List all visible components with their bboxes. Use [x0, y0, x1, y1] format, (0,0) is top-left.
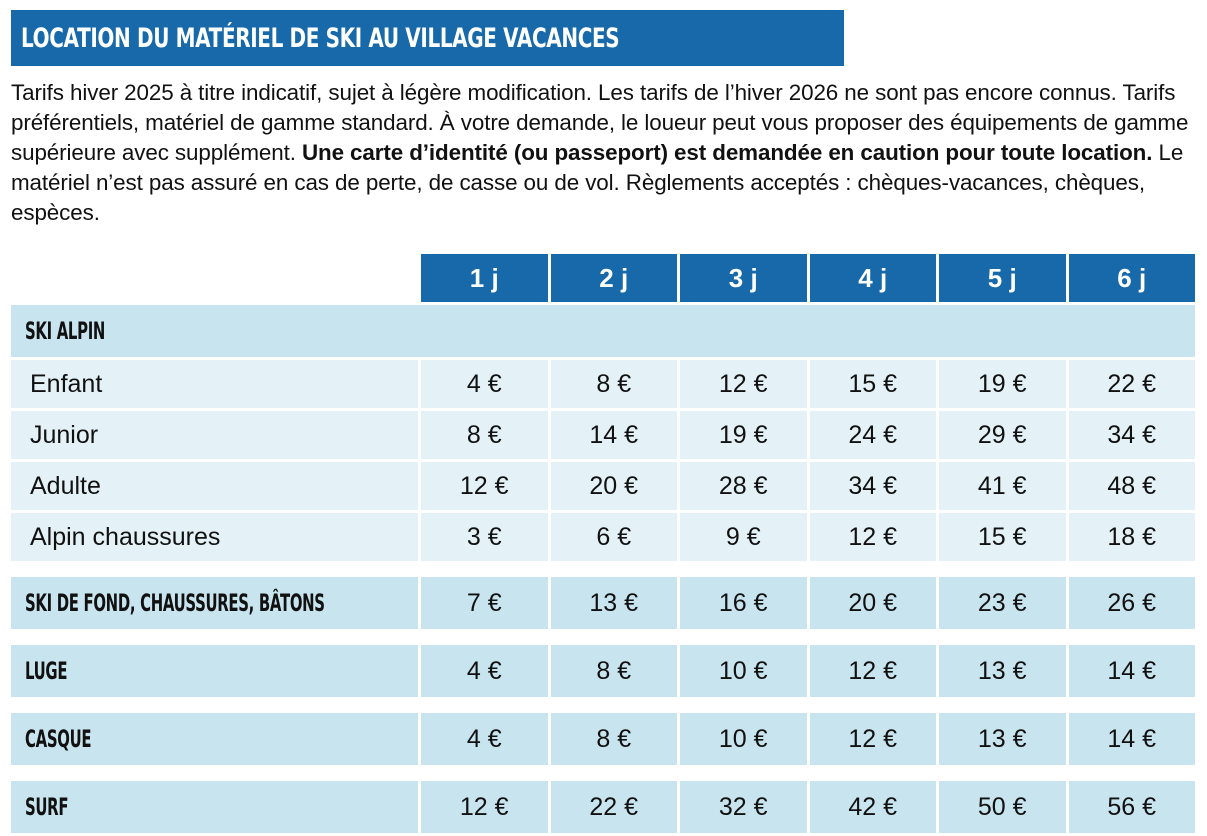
price-cell: 13 € — [936, 645, 1066, 700]
day-header: 6 j — [1065, 254, 1195, 305]
section-row-surf: SURF 12 € 22 € 32 € 42 € 50 € 56 € — [11, 781, 1195, 836]
price-cell: 3 € — [418, 513, 548, 564]
table-row: Alpin chaussures 3 € 6 € 9 € 12 € 15 € 1… — [11, 513, 1195, 564]
day-header: 5 j — [936, 254, 1066, 305]
day-header: 3 j — [677, 254, 807, 305]
section-row-luge: LUGE 4 € 8 € 10 € 12 € 13 € 14 € — [11, 645, 1195, 700]
intro-text-2: Le matériel n’est pas assuré en cas de p… — [11, 140, 1184, 225]
price-cell: 8 € — [547, 360, 677, 411]
price-cell: 42 € — [806, 781, 936, 836]
price-cell: 34 € — [806, 462, 936, 513]
price-cell: 14 € — [547, 411, 677, 462]
row-gap — [11, 564, 1195, 577]
price-cell: 19 € — [936, 360, 1066, 411]
table-row: Adulte 12 € 20 € 28 € 34 € 41 € 48 € — [11, 462, 1195, 513]
row-label: Enfant — [11, 360, 418, 411]
price-cell: 16 € — [677, 577, 807, 632]
price-cell: 28 € — [677, 462, 807, 513]
day-header: 1 j — [418, 254, 548, 305]
price-cell: 23 € — [936, 577, 1066, 632]
section-label: CASQUE — [11, 713, 418, 768]
section-row-casque: CASQUE 4 € 8 € 10 € 12 € 13 € 14 € — [11, 713, 1195, 768]
price-cell: 12 € — [418, 462, 548, 513]
price-cell: 15 € — [936, 513, 1066, 564]
table-header-row: 1 j 2 j 3 j 4 j 5 j 6 j — [11, 254, 1195, 305]
table-row: Junior 8 € 14 € 19 € 24 € 29 € 34 € — [11, 411, 1195, 462]
price-cell: 14 € — [1065, 713, 1195, 768]
price-cell: 13 € — [547, 577, 677, 632]
section-row-ski-alpin: SKI ALPIN — [11, 305, 1195, 360]
header-corner — [11, 254, 418, 305]
row-label: Alpin chaussures — [11, 513, 418, 564]
price-cell: 32 € — [677, 781, 807, 836]
price-cell: 29 € — [936, 411, 1066, 462]
section-label: SKI ALPIN — [11, 305, 1195, 360]
day-header: 2 j — [547, 254, 677, 305]
intro-paragraph: Tarifs hiver 2025 à titre indicatif, suj… — [11, 78, 1201, 228]
price-cell: 12 € — [806, 513, 936, 564]
intro-text-1: Tarifs hiver 2025 à titre indicatif, suj… — [11, 80, 1189, 165]
price-cell: 22 € — [547, 781, 677, 836]
price-cell: 15 € — [806, 360, 936, 411]
page-title: LOCATION DU MATÉRIEL DE SKI AU VILLAGE V… — [21, 22, 620, 54]
price-cell: 18 € — [1065, 513, 1195, 564]
section-label: LUGE — [11, 645, 418, 700]
section-row-ski-de-fond: SKI DE FOND, CHAUSSURES, BÂTONS 7 € 13 €… — [11, 577, 1195, 632]
intro-text-bold: Une carte d’identité (ou passeport) est … — [301, 140, 1153, 165]
price-cell: 26 € — [1065, 577, 1195, 632]
price-cell: 19 € — [677, 411, 807, 462]
price-cell: 4 € — [418, 360, 548, 411]
row-label: Adulte — [11, 462, 418, 513]
price-cell: 4 € — [418, 645, 548, 700]
price-cell: 7 € — [418, 577, 548, 632]
section-label: SURF — [11, 781, 418, 836]
row-gap — [11, 768, 1195, 781]
price-cell: 41 € — [936, 462, 1066, 513]
price-cell: 9 € — [677, 513, 807, 564]
pricing-table: 1 j 2 j 3 j 4 j 5 j 6 j SKI ALPIN Enfant… — [11, 254, 1195, 836]
price-cell: 8 € — [547, 713, 677, 768]
price-cell: 48 € — [1065, 462, 1195, 513]
price-cell: 12 € — [806, 645, 936, 700]
row-gap — [11, 700, 1195, 713]
price-cell: 50 € — [936, 781, 1066, 836]
price-cell: 4 € — [418, 713, 548, 768]
price-cell: 56 € — [1065, 781, 1195, 836]
price-cell: 34 € — [1065, 411, 1195, 462]
price-cell: 8 € — [418, 411, 548, 462]
price-cell: 12 € — [806, 713, 936, 768]
price-cell: 20 € — [806, 577, 936, 632]
price-cell: 12 € — [418, 781, 548, 836]
section-label: SKI DE FOND, CHAUSSURES, BÂTONS — [11, 577, 418, 632]
price-cell: 8 € — [547, 645, 677, 700]
day-header: 4 j — [806, 254, 936, 305]
price-cell: 6 € — [547, 513, 677, 564]
price-cell: 14 € — [1065, 645, 1195, 700]
table-row: Enfant 4 € 8 € 12 € 15 € 19 € 22 € — [11, 360, 1195, 411]
price-cell: 12 € — [677, 360, 807, 411]
price-cell: 13 € — [936, 713, 1066, 768]
price-cell: 10 € — [677, 713, 807, 768]
row-gap — [11, 632, 1195, 645]
price-cell: 20 € — [547, 462, 677, 513]
price-cell: 10 € — [677, 645, 807, 700]
row-label: Junior — [11, 411, 418, 462]
price-cell: 22 € — [1065, 360, 1195, 411]
title-banner: LOCATION DU MATÉRIEL DE SKI AU VILLAGE V… — [11, 10, 844, 66]
price-cell: 24 € — [806, 411, 936, 462]
